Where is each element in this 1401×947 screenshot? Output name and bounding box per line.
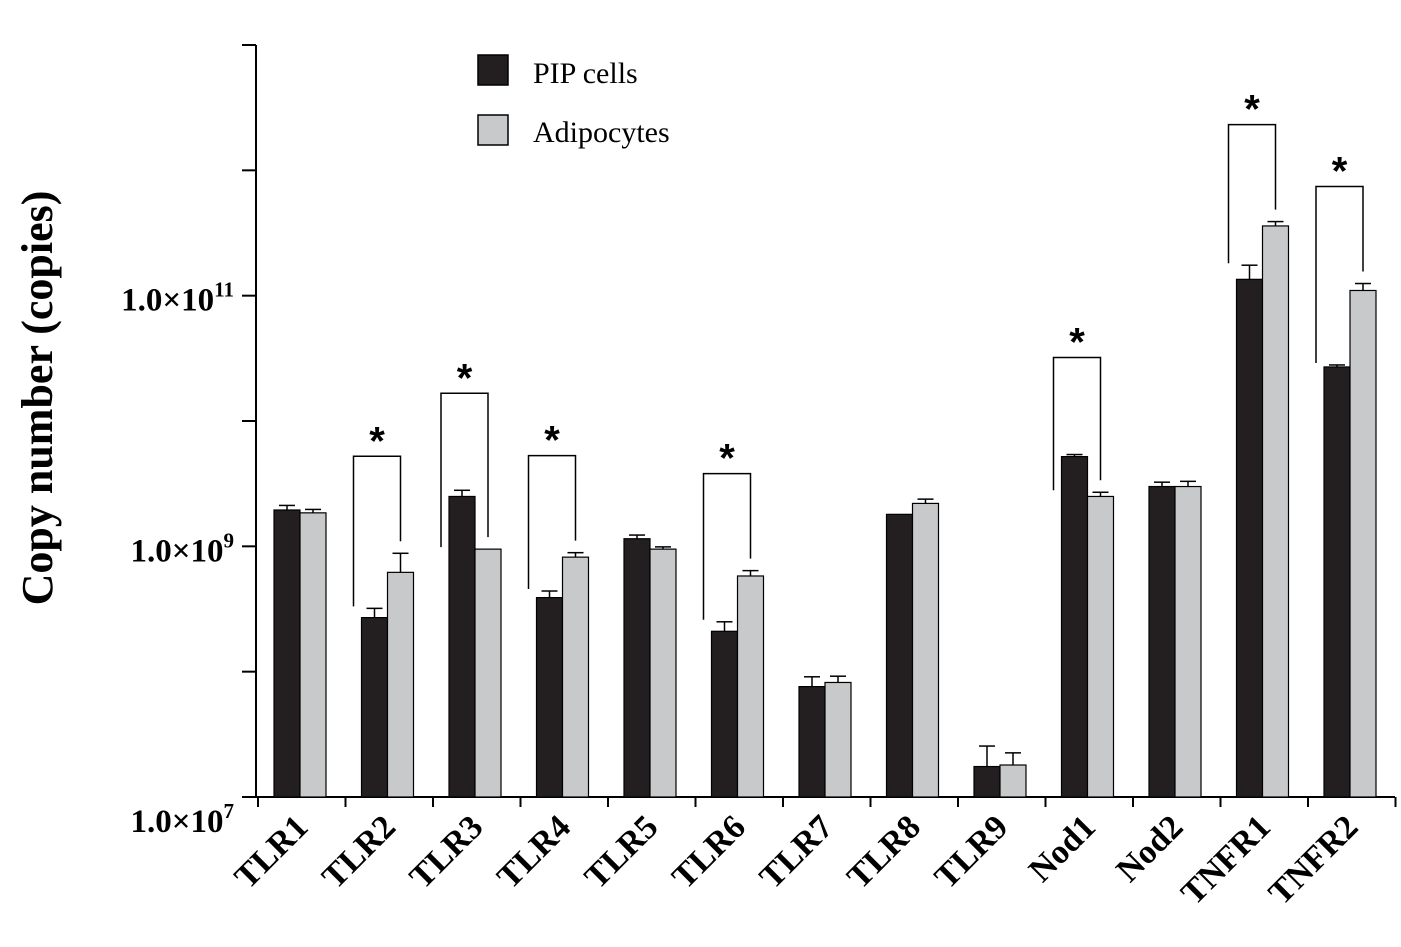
significance-bracket — [527, 454, 577, 590]
significance-star: * — [1244, 88, 1260, 132]
x-tick-label: TLR6 — [665, 808, 753, 896]
significance-star: * — [1332, 150, 1348, 194]
bar-pip-cells — [1148, 485, 1176, 798]
significance-star: * — [457, 356, 473, 400]
bar-adipocytes — [299, 512, 327, 798]
significance-bracket — [440, 392, 489, 548]
x-tick-label: TLR9 — [928, 808, 1016, 896]
bar-pip-cells — [623, 538, 651, 798]
significance-bracket — [1315, 185, 1364, 363]
significance-star: * — [719, 437, 735, 481]
x-tick-label: TLR2 — [315, 808, 403, 896]
legend-swatch-pip-cells — [477, 54, 509, 86]
bars — [273, 225, 1377, 798]
x-tick-label: TNFR2 — [1262, 808, 1366, 912]
bar-pip-cells — [535, 596, 564, 798]
bar-pip-cells — [360, 617, 389, 798]
bar-adipocytes — [386, 571, 415, 798]
x-tick-label: Nod1 — [1022, 808, 1103, 889]
significance-star: * — [369, 419, 385, 463]
x-tick-label: TLR8 — [840, 808, 928, 896]
x-tick-label: TLR7 — [753, 808, 841, 896]
bar-pip-cells — [798, 686, 826, 798]
y-tick-label: 1.0×1011 — [121, 278, 234, 319]
legend-swatch-adipocytes — [477, 114, 509, 146]
bar-pip-cells — [1235, 278, 1264, 798]
bar-adipocytes — [561, 556, 590, 798]
bar-pip-cells — [1323, 366, 1351, 798]
significance-bracket — [1052, 356, 1102, 491]
significance-star: * — [544, 419, 560, 463]
bar-adipocytes — [474, 548, 502, 798]
bar-pip-cells — [885, 513, 914, 798]
x-tick-label: Nod2 — [1109, 808, 1190, 889]
legend-label-pip-cells: PIP cells — [533, 57, 638, 90]
bar-pip-cells — [448, 495, 476, 798]
bar-adipocytes — [649, 548, 677, 798]
error-bars — [279, 220, 1371, 767]
y-tick-label: 1.0×107 — [130, 799, 234, 840]
y-tick-label: 1.0×109 — [130, 528, 234, 569]
significance-bracket — [1227, 123, 1277, 264]
y-axis-label: Copy number (copies) — [13, 191, 62, 606]
bar-adipocytes — [999, 764, 1027, 798]
bar-adipocytes — [824, 681, 852, 798]
bar-adipocytes — [1174, 485, 1202, 798]
significance-markers: * * * * * * * — [352, 88, 1364, 620]
significance-bracket — [352, 455, 402, 607]
bar-adipocytes — [736, 575, 765, 798]
bar-adipocytes — [911, 502, 940, 798]
x-tick-label: TLR5 — [578, 808, 666, 896]
x-tick-label: TLR1 — [228, 808, 316, 896]
bar-pip-cells — [273, 509, 301, 798]
significance-star: * — [1069, 321, 1085, 365]
significance-bracket — [702, 472, 752, 620]
bar-pip-cells — [1060, 455, 1089, 798]
bar-adipocytes — [1349, 289, 1377, 798]
legend: PIP cells Adipocytes — [477, 54, 670, 149]
bar-pip-cells — [710, 630, 739, 798]
bar-adipocytes — [1261, 225, 1290, 798]
x-tick-label: TLR3 — [403, 808, 491, 896]
bar-pip-cells — [973, 765, 1001, 798]
bar-adipocytes — [1086, 495, 1115, 798]
x-tick-label: TNFR1 — [1174, 808, 1278, 912]
x-tick-label: TLR4 — [490, 808, 578, 896]
legend-label-adipocytes: Adipocytes — [533, 116, 670, 149]
